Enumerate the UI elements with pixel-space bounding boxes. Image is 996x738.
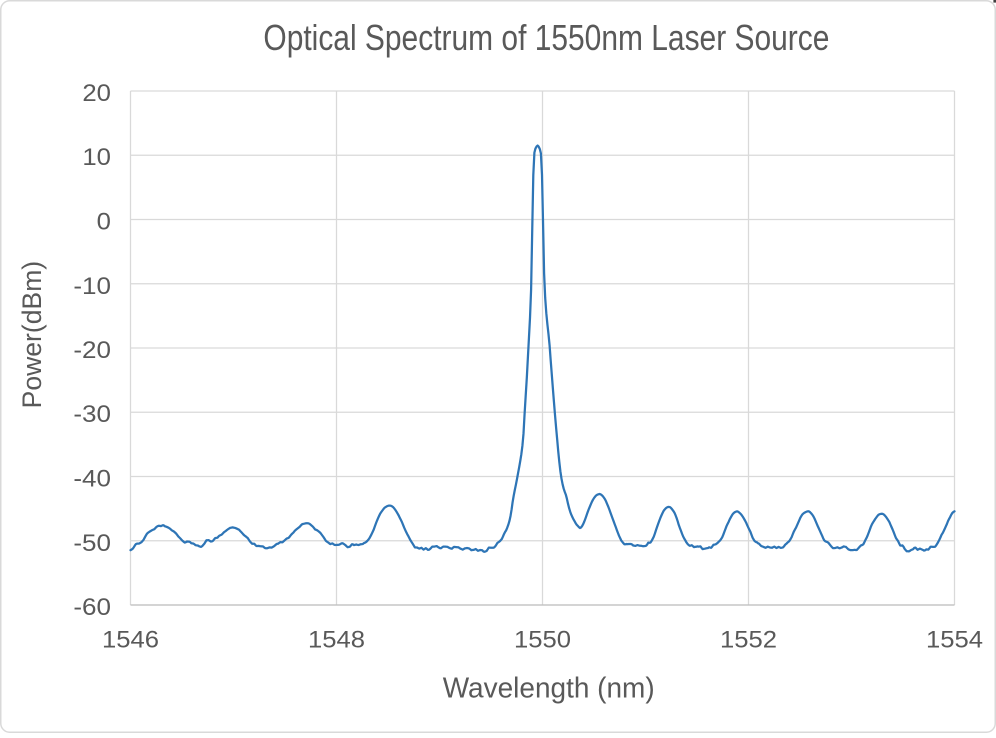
svg-text:0: 0 [97, 209, 111, 236]
svg-text:-10: -10 [73, 273, 111, 300]
svg-text:20: 20 [82, 80, 111, 107]
svg-text:-60: -60 [73, 594, 111, 621]
svg-text:Wavelength (nm): Wavelength (nm) [443, 673, 655, 705]
svg-text:10: 10 [82, 144, 111, 171]
svg-text:1552: 1552 [720, 627, 777, 654]
svg-text:-50: -50 [73, 530, 111, 557]
svg-text:1554: 1554 [926, 627, 983, 654]
svg-text:-30: -30 [73, 401, 111, 428]
svg-text:-40: -40 [73, 466, 111, 493]
svg-text:1550: 1550 [514, 627, 571, 654]
svg-text:Power(dBm): Power(dBm) [17, 261, 47, 409]
svg-text:1546: 1546 [102, 627, 159, 654]
svg-text:Optical Spectrum of 1550nm Las: Optical Spectrum of 1550nm Laser Source [263, 17, 829, 58]
svg-text:1548: 1548 [308, 627, 365, 654]
svg-text:-20: -20 [73, 337, 111, 364]
